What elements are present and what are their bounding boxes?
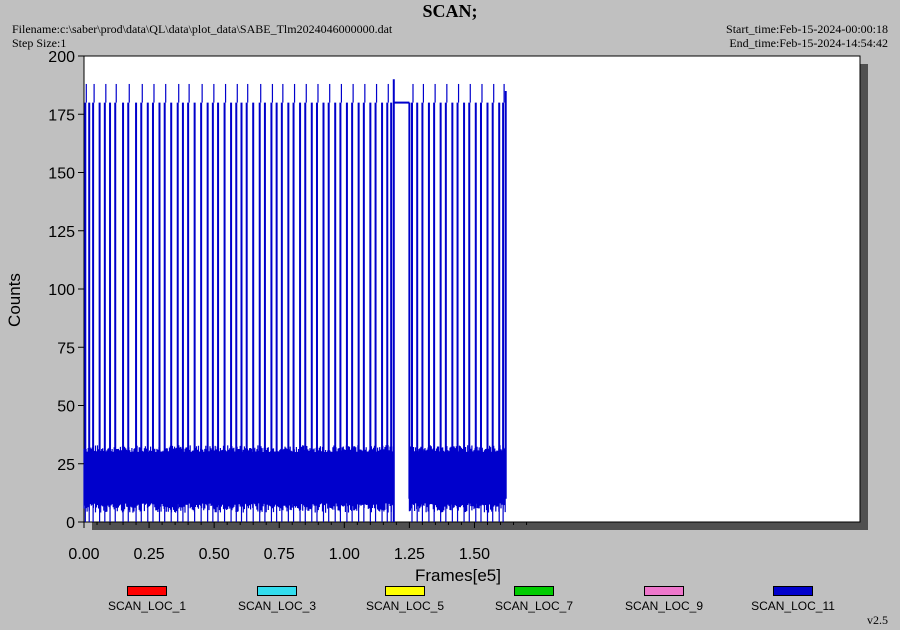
- legend-swatch: [514, 586, 554, 596]
- y-tick-label: 150: [48, 166, 75, 183]
- step-size-label: Step Size:1: [12, 36, 67, 50]
- end-time-label: End_time:Feb-15-2024-14:54:42: [729, 36, 888, 50]
- legend-item: SCAN_LOC_9: [609, 586, 719, 613]
- x-tick-label: 0.50: [199, 546, 230, 563]
- legend-item: SCAN_LOC_7: [479, 586, 589, 613]
- y-tick-label: 0: [66, 515, 75, 532]
- legend-label: SCAN_LOC_3: [237, 599, 317, 613]
- x-tick-label: 0.00: [68, 546, 99, 563]
- legend-label: SCAN_LOC_11: [751, 599, 835, 613]
- y-tick-label: 75: [57, 340, 75, 357]
- y-axis-label: Counts: [5, 273, 24, 327]
- legend-label: SCAN_LOC_7: [494, 599, 574, 613]
- y-tick-label: 100: [48, 282, 75, 299]
- x-tick-label: 0.75: [264, 546, 295, 563]
- y-tick-label: 200: [48, 49, 75, 66]
- series-layer: [83, 79, 507, 522]
- legend-swatch: [385, 586, 425, 596]
- legend-swatch: [127, 586, 167, 596]
- x-tick-label: 1.00: [329, 546, 360, 563]
- legend-item: SCAN_LOC_1: [92, 586, 202, 613]
- y-tick-label: 25: [57, 457, 75, 474]
- y-tick-label: 50: [57, 399, 75, 416]
- version-label: v2.5: [867, 613, 888, 627]
- y-tick-label: 175: [48, 107, 75, 124]
- start-time-label: Start_time:Feb-15-2024-00:00:18: [726, 22, 888, 36]
- legend-swatch: [257, 586, 297, 596]
- x-tick-label: 0.25: [134, 546, 165, 563]
- file-info: Filename:c:\saber\prod\data\QL\data\plot…: [12, 22, 392, 50]
- legend-item: SCAN_LOC_5: [350, 586, 460, 613]
- filename-label: Filename:c:\saber\prod\data\QL\data\plot…: [12, 22, 393, 36]
- x-tick-label: 1.25: [394, 546, 425, 563]
- legend-item: SCAN_LOC_11: [738, 586, 848, 613]
- x-axis-label: Frames[e5]: [415, 566, 501, 585]
- y-tick-label: 125: [48, 224, 75, 241]
- legend-label: SCAN_LOC_9: [624, 599, 704, 613]
- legend-item: SCAN_LOC_3: [222, 586, 332, 613]
- time-info: Start_time:Feb-15-2024-00:00:18 End_time…: [726, 22, 888, 50]
- legend-label: SCAN_LOC_1: [107, 599, 187, 613]
- legend-swatch: [773, 586, 813, 596]
- axes-layer: 0 25 50 75 100 125 150 175 200 0.00 0.25 0.50 0.75 1.…: [48, 49, 528, 563]
- chart-title: SCAN;: [422, 1, 478, 21]
- legend-label: SCAN_LOC_5: [365, 599, 445, 613]
- legend-swatch: [644, 586, 684, 596]
- x-tick-label: 1.50: [459, 546, 490, 563]
